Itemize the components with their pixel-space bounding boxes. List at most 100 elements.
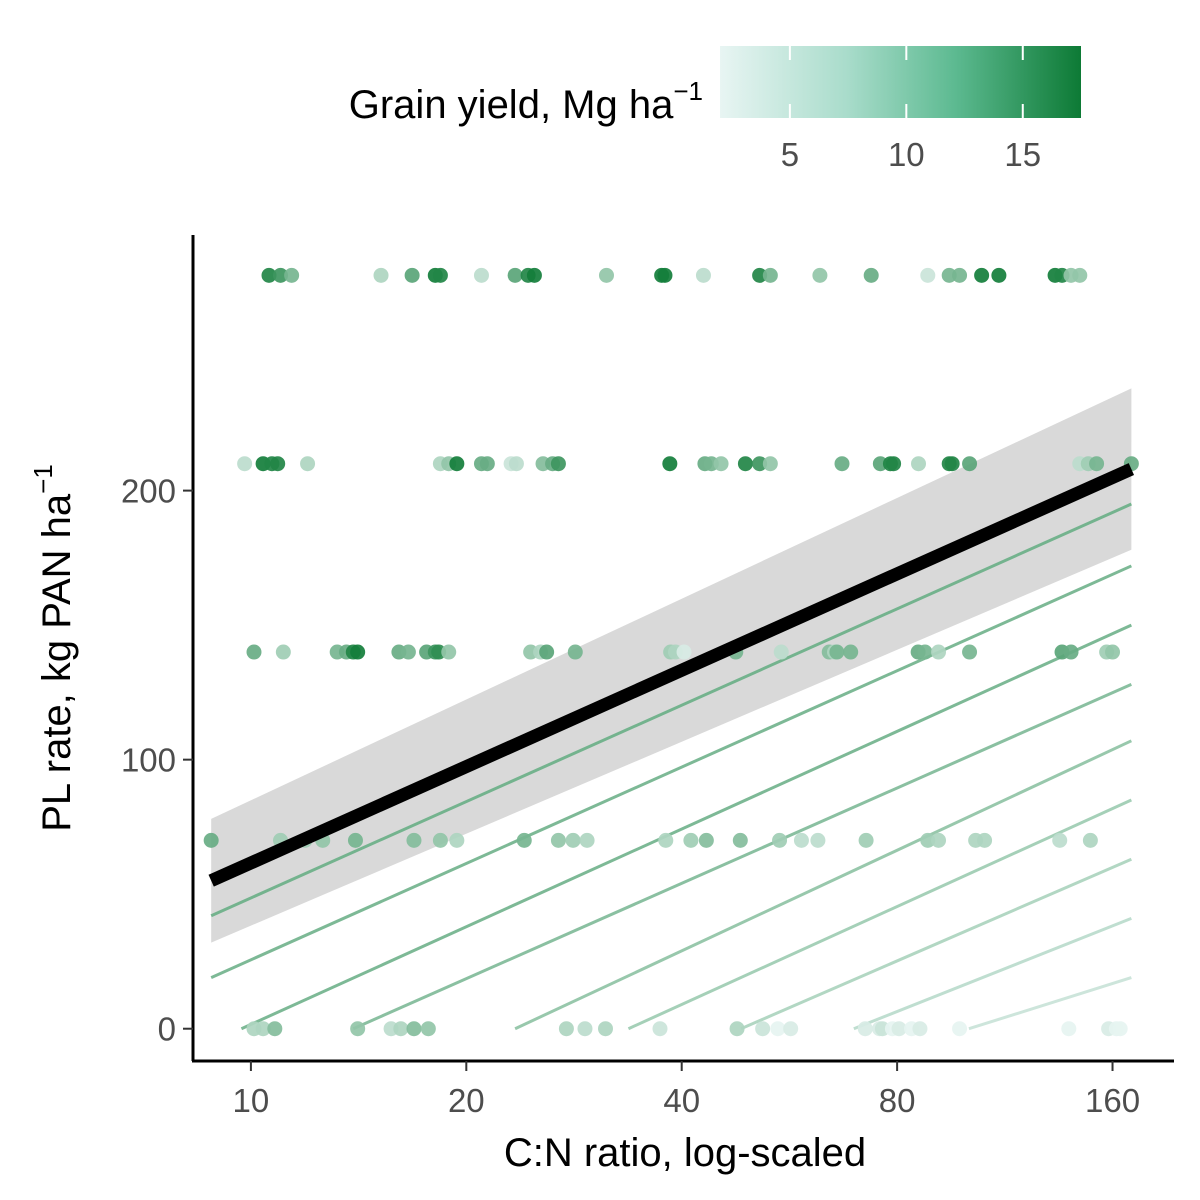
data-point [507,267,523,283]
data-point [406,1021,422,1037]
contour-line-5 [514,739,1132,1031]
data-point [1052,832,1068,848]
contour-line-7 [740,857,1132,1031]
data-point [284,267,300,283]
contour-line-6 [627,798,1132,1031]
data-point [420,1021,436,1037]
contour-line-1 [210,502,1132,918]
contour-line-2 [210,564,1132,979]
legend-ticks: 5 10 15 [781,46,1041,173]
data-point [255,1021,271,1037]
x-tick-label: 20 [448,1082,485,1119]
y-tick-label: 0 [158,1011,176,1048]
data-point [713,456,729,472]
data-point [550,456,566,472]
data-point [732,832,748,848]
data-point [977,832,993,848]
contour-line-3 [240,623,1132,1031]
data-point [598,267,614,283]
data-point [762,267,778,283]
data-point [350,644,366,660]
data-point [762,456,778,472]
data-point [404,267,420,283]
data-point [793,832,809,848]
data-point [237,456,253,472]
y-axis-title-main: PL rate, kg PAN ha [35,493,79,832]
data-point [1061,1021,1077,1037]
data-point [658,832,674,848]
x-tick-label: 160 [1085,1082,1140,1119]
data-point [886,456,902,472]
contour-line-9 [968,976,1132,1031]
data-point [944,456,960,472]
data-point [246,644,262,660]
data-point [962,456,978,472]
data-point [834,456,850,472]
legend-title-main: Grain yield, Mg ha [349,83,674,127]
data-point [917,644,933,660]
data-point [662,456,678,472]
data-point [267,1021,283,1037]
legend-title-sup: −1 [673,76,703,106]
data-point [931,644,947,660]
data-point [858,832,874,848]
data-point [567,644,583,660]
data-point [1082,832,1098,848]
confidence-band [211,388,1132,943]
data-point [810,832,826,848]
data-point [558,1021,574,1037]
x-axis-title: C:N ratio, log-scaled [504,1131,866,1175]
data-point [912,1021,928,1037]
data-point [449,456,465,472]
data-point [773,644,789,660]
data-point [974,267,990,283]
data-point [752,267,768,283]
data-point [952,1021,968,1037]
data-point [432,267,448,283]
data-point [261,267,277,283]
x-axis-ticks: 10 20 40 80 160 [233,1061,1140,1119]
data-point [729,1021,745,1037]
trend-line [208,463,1135,887]
data-point [449,832,465,848]
data-point [783,1021,799,1037]
data-point [941,267,957,283]
data-point [698,832,714,848]
y-axis-ticks: 0 100 200 [121,473,193,1048]
data-point [275,644,291,660]
legend-title: Grain yield, Mg ha−1 [349,76,703,127]
data-point [203,832,219,848]
legend-tick-label: 10 [888,136,925,173]
data-point [539,644,555,660]
data-point [406,832,422,848]
y-axis-title-sup: −1 [28,464,58,494]
x-tick-label: 10 [233,1082,270,1119]
data-point [829,644,845,660]
data-point [891,1021,907,1037]
data-point [1072,267,1088,283]
data-point [400,644,416,660]
legend-tick-label: 15 [1004,136,1041,173]
y-tick-label: 200 [121,473,176,510]
data-point [695,267,711,283]
data-points [203,267,1139,1037]
data-point [393,1021,409,1037]
data-point [473,267,489,283]
data-point [752,456,768,472]
data-point [273,267,289,283]
data-point [270,456,286,472]
data-point [577,1021,593,1037]
data-point [737,456,753,472]
color-legend: Grain yield, Mg ha−1 5 10 15 [349,46,1081,173]
data-point [863,267,879,283]
data-point [952,267,968,283]
data-point [683,832,699,848]
data-point [479,456,495,472]
data-point [857,1021,873,1037]
data-point [526,267,542,283]
data-point [812,267,828,283]
data-point [1063,644,1079,660]
data-point [931,832,947,848]
legend-colorbar [720,46,1081,118]
